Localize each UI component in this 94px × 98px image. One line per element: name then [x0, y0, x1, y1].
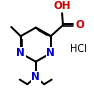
Text: HCl: HCl [70, 44, 86, 54]
Text: O: O [76, 20, 84, 30]
Text: N: N [31, 72, 40, 82]
Text: N: N [46, 48, 55, 58]
Text: N: N [16, 48, 25, 58]
Text: OH: OH [53, 1, 71, 11]
